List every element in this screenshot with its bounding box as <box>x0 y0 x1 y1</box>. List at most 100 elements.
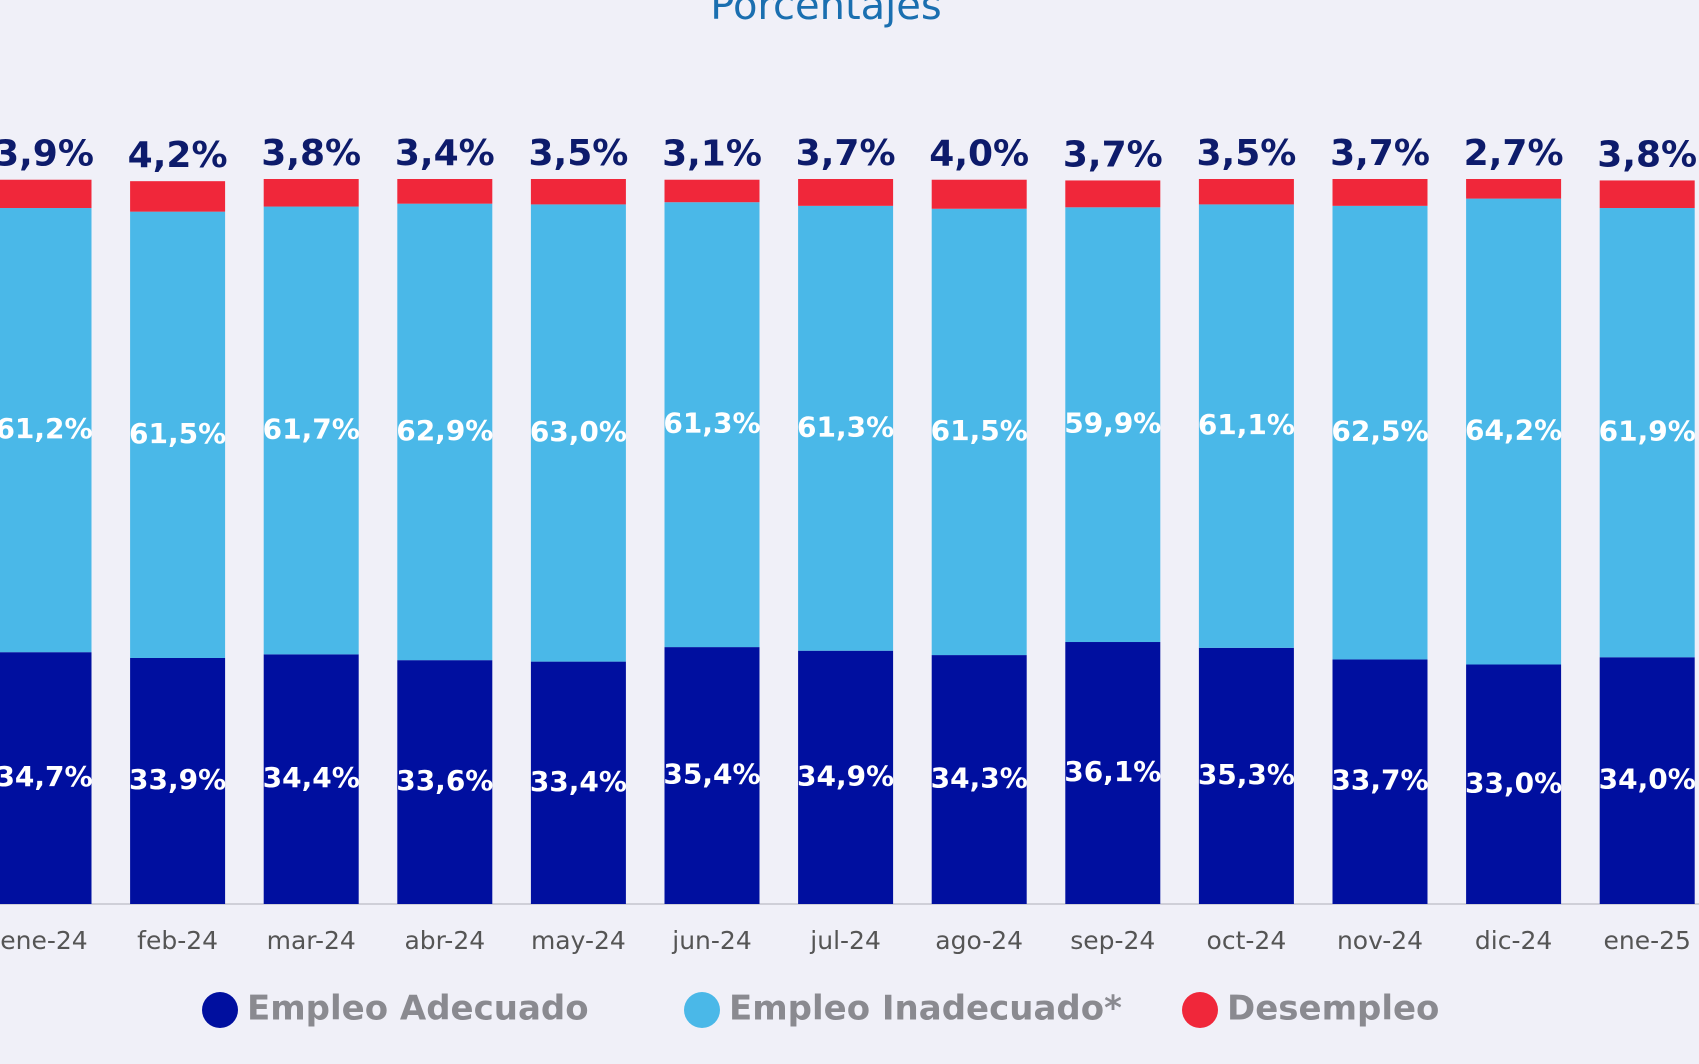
bar-segment <box>397 203 493 661</box>
bar-segment <box>931 179 1027 209</box>
value-label: 62,5% <box>1331 415 1428 448</box>
bar-segment <box>664 179 760 203</box>
bar-segment <box>1065 180 1161 208</box>
value-label: 34,4% <box>263 761 360 794</box>
value-label: 33,0% <box>1465 766 1562 799</box>
value-label: 3,5% <box>528 133 628 174</box>
bar-segment <box>1599 657 1695 904</box>
bar-segment <box>0 208 92 653</box>
bar-segment <box>664 202 760 648</box>
value-label: 33,9% <box>129 763 226 796</box>
bar-segment <box>798 205 894 651</box>
value-label: 61,3% <box>663 407 760 440</box>
bar-segment <box>1198 179 1294 205</box>
bar-segment <box>1065 207 1161 643</box>
value-label: 3,8% <box>261 133 361 174</box>
x-tick-label: abr-24 <box>404 926 485 955</box>
bar-segment <box>530 179 626 205</box>
value-label: 63,0% <box>530 415 627 448</box>
value-label: 33,6% <box>396 764 493 797</box>
legend-marker <box>1182 992 1218 1028</box>
bar-segment <box>931 655 1027 904</box>
x-tick-label: jul-24 <box>809 926 881 955</box>
bar-segment <box>130 181 226 212</box>
value-label: 61,9% <box>1599 415 1696 448</box>
bar-segment <box>1599 208 1695 658</box>
bar-segment <box>1466 664 1562 904</box>
legend-label: Desempleo <box>1227 989 1439 1029</box>
value-label: 34,9% <box>797 759 894 792</box>
chart-title: Porcentajes <box>710 0 941 29</box>
bar-segment <box>263 179 359 207</box>
bar-segment <box>130 657 226 904</box>
x-tick-label: feb-24 <box>137 926 218 955</box>
value-label: 33,4% <box>530 765 627 798</box>
value-label: 34,7% <box>0 760 93 793</box>
bar-segment <box>1332 205 1428 660</box>
value-label: 61,3% <box>797 410 894 443</box>
value-label: 3,7% <box>1330 133 1430 174</box>
value-label: 2,7% <box>1464 133 1564 174</box>
bar-segment <box>1466 198 1562 665</box>
bar-segment <box>664 647 760 904</box>
bar-segment <box>1065 642 1161 904</box>
legend-marker <box>202 992 238 1028</box>
x-tick-label: jun-24 <box>671 926 751 955</box>
value-label: 36,1% <box>1064 755 1161 788</box>
value-label: 35,4% <box>663 758 760 791</box>
value-label: 34,3% <box>931 762 1028 795</box>
x-tick-label: ene-25 <box>1603 926 1690 955</box>
value-label: 4,2% <box>128 135 228 176</box>
bar-segment <box>397 660 493 904</box>
legend-label: Empleo Inadecuado* <box>729 989 1122 1029</box>
x-tick-label: nov-24 <box>1337 926 1423 955</box>
bar-segment <box>1332 179 1428 206</box>
bar-segment <box>530 204 626 662</box>
value-label: 64,2% <box>1465 414 1562 447</box>
value-label: 62,9% <box>396 414 493 447</box>
bar-segment <box>397 179 493 204</box>
value-label: 33,7% <box>1331 764 1428 797</box>
value-label: 3,1% <box>662 134 762 175</box>
value-label: 3,5% <box>1196 133 1296 174</box>
bar-segment <box>798 179 894 206</box>
bar-segment <box>1599 180 1695 209</box>
value-label: 3,8% <box>1597 134 1697 175</box>
bar-segment <box>931 208 1027 656</box>
x-tick-label: sep-24 <box>1070 926 1155 955</box>
bar-segment <box>130 211 226 658</box>
value-label: 3,9% <box>0 134 94 175</box>
value-label: 61,1% <box>1198 408 1295 441</box>
bar-segment <box>530 661 626 904</box>
x-tick-label: ago-24 <box>935 926 1023 955</box>
legend-label: Empleo Adecuado <box>247 989 589 1029</box>
bar-segment <box>0 179 92 209</box>
value-label: 34,0% <box>1599 763 1696 796</box>
value-label: 61,5% <box>931 414 1028 447</box>
value-label: 4,0% <box>929 134 1029 175</box>
bar-segment <box>0 652 92 904</box>
x-tick-label: mar-24 <box>267 926 356 955</box>
value-label: 61,5% <box>129 417 226 450</box>
value-label: 59,9% <box>1064 407 1161 440</box>
value-label: 35,3% <box>1198 758 1295 791</box>
bar-segment <box>1198 647 1294 904</box>
bar-segment <box>263 206 359 655</box>
value-label: 3,4% <box>395 133 495 174</box>
x-tick-label: may-24 <box>531 926 626 955</box>
legend-marker <box>684 992 720 1028</box>
value-label: 61,2% <box>0 412 93 445</box>
bar-segment <box>263 654 359 904</box>
bar-segment <box>1198 204 1294 648</box>
x-tick-label: dic-24 <box>1475 926 1552 955</box>
value-label: 61,7% <box>263 412 360 445</box>
bar-segment <box>1466 179 1562 199</box>
bar-segment <box>1332 659 1428 904</box>
bar-segment <box>798 650 894 904</box>
value-label: 3,7% <box>1063 134 1163 175</box>
x-tick-label: oct-24 <box>1207 926 1287 955</box>
value-label: 3,7% <box>796 133 896 174</box>
x-tick-label: ene-24 <box>0 926 87 955</box>
